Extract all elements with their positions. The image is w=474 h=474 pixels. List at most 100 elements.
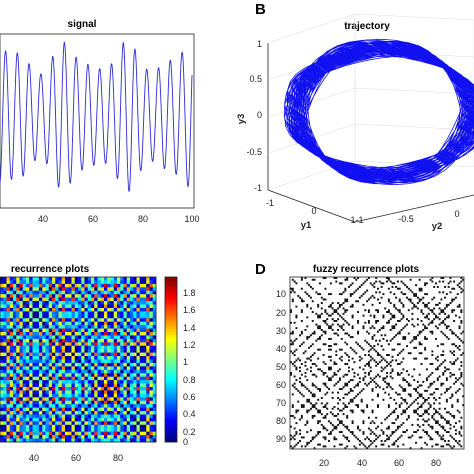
fuzzy-cell: [304, 364, 307, 367]
recurrence-cell: [91, 397, 95, 402]
fuzzy-cell: [371, 389, 374, 392]
fuzzy-cell: [322, 320, 325, 322]
recurrence-cell: [149, 424, 154, 429]
recurrence-cell: [48, 366, 53, 371]
recurrence-cell: [146, 301, 150, 305]
recurrence-cell: [149, 380, 154, 384]
fuzzy-cell: [291, 343, 294, 346]
recurrence-cell: [48, 435, 53, 439]
recurrence-cell: [152, 311, 157, 316]
recurrence-cell: [65, 400, 69, 405]
recurrence-cell: [3, 297, 7, 302]
recurrence-cell: [143, 369, 147, 374]
recurrence-cell: [61, 280, 66, 285]
recurrence-cell: [3, 369, 7, 374]
fuzzy-cell: [324, 343, 327, 346]
recurrence-cell: [84, 438, 89, 443]
fuzzy-cell: [338, 379, 341, 382]
fuzzy-cell: [331, 307, 334, 310]
recurrence-cell: [74, 304, 79, 309]
recurrence-cell: [130, 369, 134, 374]
recurrence-xtick: 60: [71, 453, 81, 463]
fuzzy-cell: [440, 311, 443, 313]
recurrence-cell: [133, 352, 137, 357]
recurrence-xtick: 80: [113, 453, 123, 463]
recurrence-cell: [110, 342, 115, 347]
fuzzy-cell: [413, 303, 416, 306]
fuzzy-cell: [389, 361, 392, 364]
recurrence-cell: [97, 301, 102, 305]
recurrence-cell: [6, 424, 11, 429]
fuzzy-cell: [402, 305, 405, 308]
recurrence-cell: [42, 383, 46, 388]
recurrence-cell: [152, 345, 157, 350]
recurrence-cell: [87, 280, 92, 285]
fuzzy-cell: [373, 296, 376, 299]
fuzzy-cell: [438, 280, 441, 283]
fuzzy-cell: [438, 323, 441, 326]
recurrence-cell: [55, 304, 59, 309]
recurrence-cell: [104, 421, 108, 426]
fuzzy-cell: [396, 414, 399, 417]
recurrence-cell: [35, 356, 40, 360]
fuzzy-cell: [411, 312, 414, 315]
recurrence-cell: [16, 280, 20, 285]
fuzzy-cell: [440, 414, 443, 417]
fuzzy-cell: [391, 368, 394, 371]
recurrence-cell: [6, 280, 11, 285]
fuzzy-cell: [422, 296, 425, 299]
fuzzy-cell: [424, 327, 427, 330]
fuzzy-cell: [369, 348, 372, 351]
recurrence-cell: [29, 335, 33, 340]
recurrence-cell: [65, 376, 69, 381]
fuzzy-cell: [447, 303, 450, 306]
recurrence-cell: [19, 280, 24, 285]
recurrence-cell: [104, 325, 108, 329]
recurrence-cell: [58, 325, 63, 329]
fuzzy-cell: [329, 379, 332, 382]
recurrence-cell: [19, 287, 24, 292]
recurrence-cell: [152, 338, 157, 343]
recurrence-cell: [58, 318, 63, 322]
recurrence-cell: [32, 304, 37, 309]
recurrence-cell: [22, 411, 27, 415]
recurrence-cell: [52, 318, 56, 322]
recurrence-cell: [84, 435, 89, 439]
recurrence-cell: [13, 404, 17, 408]
fuzzy-cell: [346, 277, 349, 279]
fuzzy-cell: [335, 425, 338, 428]
fuzzy-cell: [402, 314, 405, 317]
recurrence-cell: [126, 277, 131, 281]
fuzzy-cell: [353, 386, 356, 389]
recurrence-cell: [133, 435, 137, 439]
colorbar-segment: [165, 321, 177, 325]
fuzzy-cell: [309, 334, 312, 337]
fuzzy-cell: [418, 384, 421, 387]
recurrence-cell: [136, 397, 141, 402]
fuzzy-cell: [386, 321, 389, 324]
fuzzy-cell: [351, 422, 354, 425]
fuzzy-cell: [445, 327, 448, 330]
recurrence-cell: [143, 438, 147, 443]
recurrence-cell: [136, 338, 141, 343]
recurrence-cell: [45, 387, 50, 391]
recurrence-cell: [58, 280, 63, 285]
recurrence-cell: [110, 359, 115, 364]
fuzzy-cell: [395, 402, 398, 405]
fuzzy-cell: [460, 339, 463, 342]
recurrence-cell: [13, 411, 17, 415]
recurrence-cell: [32, 417, 37, 422]
recurrence-cell: [123, 414, 128, 419]
recurrence-cell: [107, 352, 111, 357]
fuzzy-cell: [387, 404, 390, 407]
recurrence-cell: [130, 356, 134, 360]
fuzzy-cell: [322, 382, 325, 385]
recurrence-cell: [94, 404, 98, 408]
recurrence-cell: [13, 321, 17, 326]
recurrence-cell: [97, 304, 102, 309]
fuzzy-cell: [418, 393, 421, 396]
fuzzy-cell: [346, 321, 349, 324]
recurrence-cell: [3, 345, 7, 350]
fuzzy-cell: [413, 305, 416, 308]
fuzzy-cell: [377, 354, 379, 356]
